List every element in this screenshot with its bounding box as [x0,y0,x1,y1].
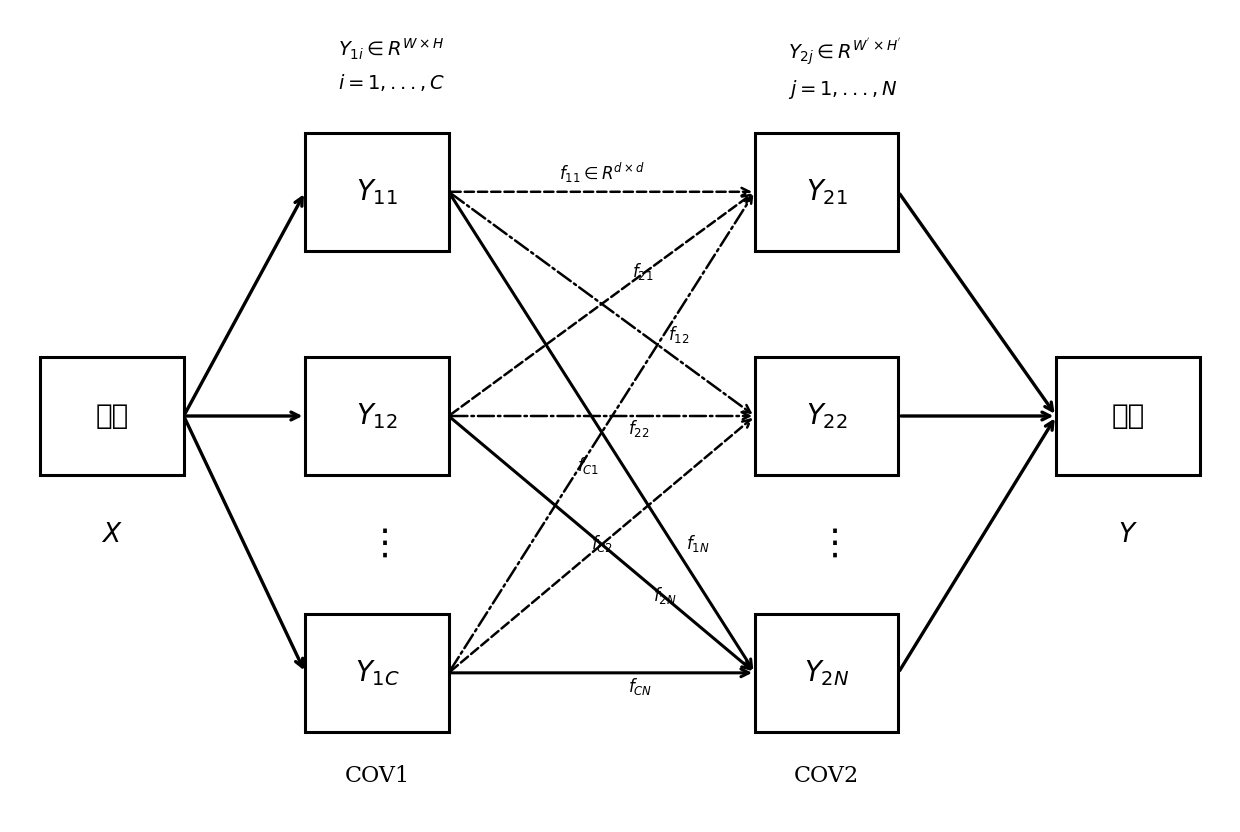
Text: $Y_{21}$: $Y_{21}$ [806,177,848,206]
Text: COV1: COV1 [345,765,409,787]
Text: $Y_{12}$: $Y_{12}$ [356,401,398,431]
Text: $f_{C1}$: $f_{C1}$ [578,455,600,477]
FancyBboxPatch shape [41,357,184,475]
FancyBboxPatch shape [305,132,449,251]
FancyBboxPatch shape [305,357,449,475]
FancyBboxPatch shape [1056,357,1199,475]
Text: $f_{2N}$: $f_{2N}$ [652,586,676,607]
Text: $Y_{2j}\in R^{W^{'}\times H^{'}}$
$j=1,...,N$: $Y_{2j}\in R^{W^{'}\times H^{'}}$ $j=1,.… [787,37,901,102]
Text: $f_{C2}$: $f_{C2}$ [591,533,614,554]
Text: $Y_{22}$: $Y_{22}$ [806,401,847,431]
Text: $f_{21}$: $f_{21}$ [632,261,653,282]
Text: $f_{CN}$: $f_{CN}$ [629,676,652,697]
Text: $f_{22}$: $f_{22}$ [629,418,650,439]
Text: $Y_{11}$: $Y_{11}$ [356,177,398,206]
Text: $X$: $X$ [102,522,123,547]
Text: $\vdots$: $\vdots$ [816,527,837,561]
Text: $Y_{1C}$: $Y_{1C}$ [355,658,399,688]
Text: $Y_{2N}$: $Y_{2N}$ [804,658,849,688]
Text: $f_{12}$: $f_{12}$ [668,324,689,345]
FancyBboxPatch shape [755,132,898,251]
FancyBboxPatch shape [755,614,898,732]
FancyBboxPatch shape [755,357,898,475]
FancyBboxPatch shape [305,614,449,732]
Text: 输出: 输出 [1111,403,1145,429]
Text: 输入: 输入 [95,403,129,429]
Text: $f_{11}\in R^{d\times d}$: $f_{11}\in R^{d\times d}$ [559,161,645,186]
Text: COV2: COV2 [794,765,859,787]
Text: $Y$: $Y$ [1118,522,1138,547]
Text: $\vdots$: $\vdots$ [366,527,388,561]
Text: $f_{1N}$: $f_{1N}$ [686,533,711,554]
Text: $Y_{1i}\in R^{W\times H}$
$i=1,...,C$: $Y_{1i}\in R^{W\times H}$ $i=1,...,C$ [339,37,445,93]
